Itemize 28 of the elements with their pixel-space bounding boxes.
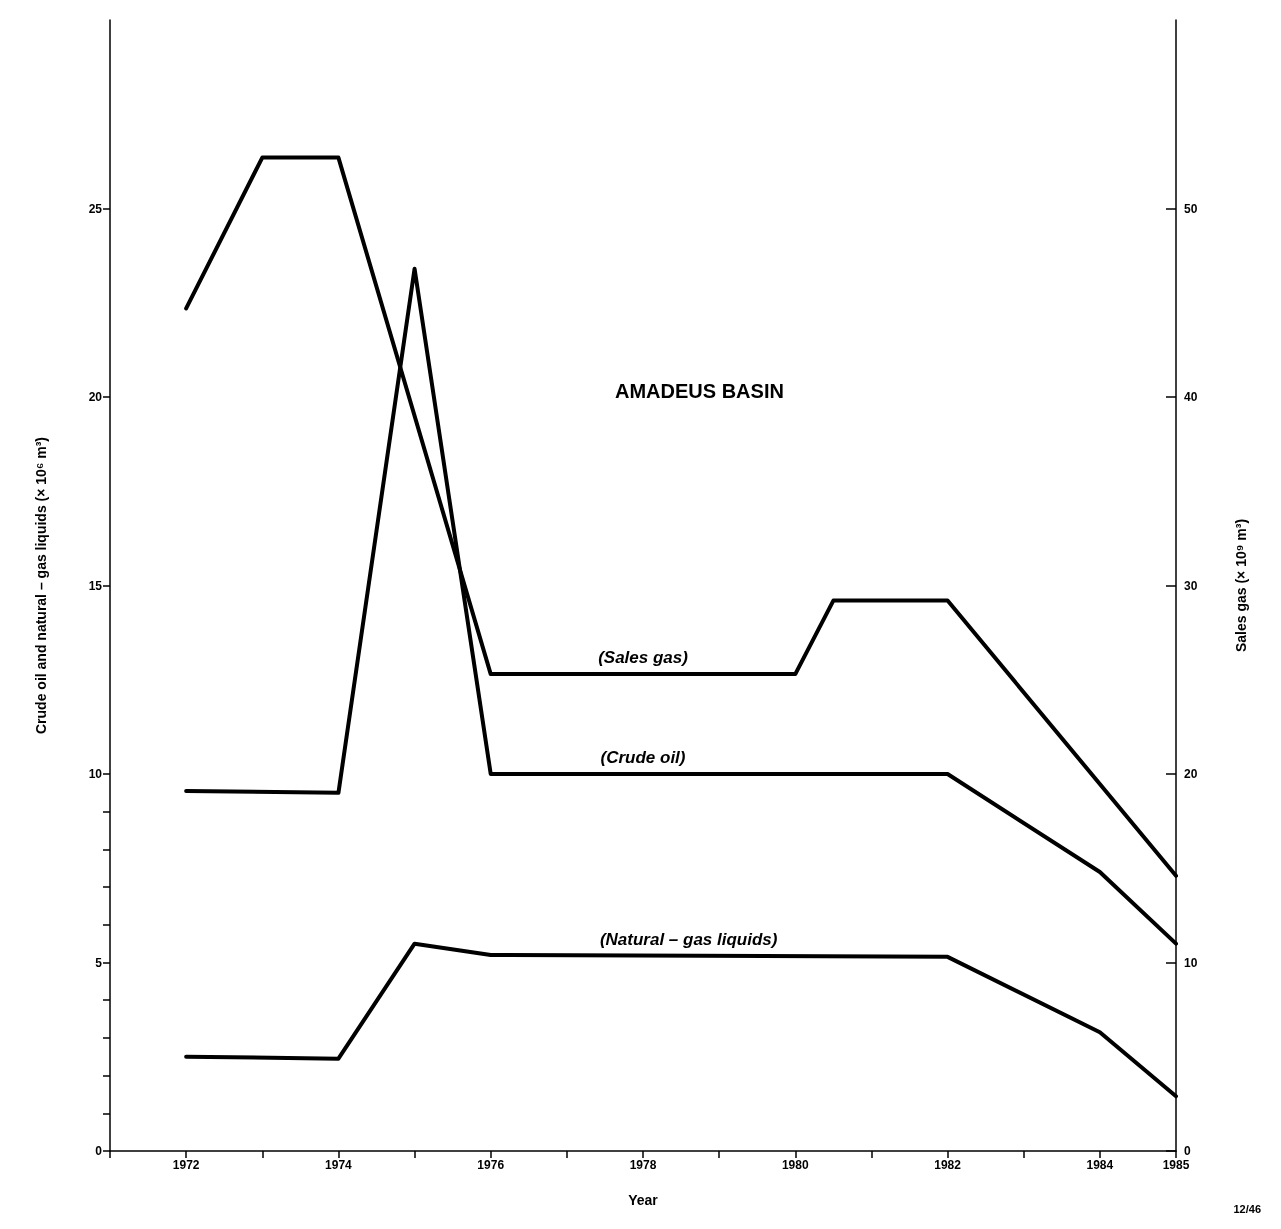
- series-label: (Natural – gas liquids): [599, 929, 778, 949]
- y2-tick-label: 50: [1184, 201, 1198, 216]
- y-axis-title: Crude oil and natural – gas liquids (× 10⁶ m³): [33, 436, 49, 735]
- y2-tick-label: 20: [1184, 767, 1198, 781]
- y-tick-label: 0: [95, 1144, 103, 1158]
- x-tick-label: 1978: [629, 1158, 657, 1172]
- x-tick-label: 1974: [325, 1158, 353, 1172]
- x-tick-label: 1972: [172, 1158, 200, 1172]
- y-tick-label: 5: [95, 955, 103, 970]
- x-axis-title: Year: [628, 1192, 659, 1208]
- y-tick-label: 15: [88, 578, 103, 593]
- text: 12/46: [1233, 1202, 1261, 1215]
- y2-tick-label: 0: [1184, 1144, 1191, 1158]
- y-tick-label: 10: [88, 767, 103, 781]
- y-tick-label: 20: [88, 390, 103, 404]
- y2-axis-title: Sales gas (× 10⁹ m³): [1233, 518, 1249, 653]
- y2-tick-label: 40: [1184, 390, 1198, 404]
- y2-tick-label: 10: [1184, 955, 1198, 970]
- y-tick-label: 25: [88, 201, 103, 216]
- y2-tick-label: 30: [1184, 578, 1198, 593]
- x-tick-label: 1985: [1162, 1158, 1190, 1172]
- x-tick-label: 1982: [934, 1158, 962, 1172]
- text: AMADEUS BASIN: [615, 380, 784, 402]
- series-label: (Crude oil): [600, 748, 686, 767]
- x-tick-label: 1976: [477, 1158, 505, 1172]
- x-tick-label: 1980: [781, 1158, 809, 1172]
- series-label: (Sales gas): [598, 648, 689, 668]
- x-tick-label: 1984: [1086, 1158, 1114, 1172]
